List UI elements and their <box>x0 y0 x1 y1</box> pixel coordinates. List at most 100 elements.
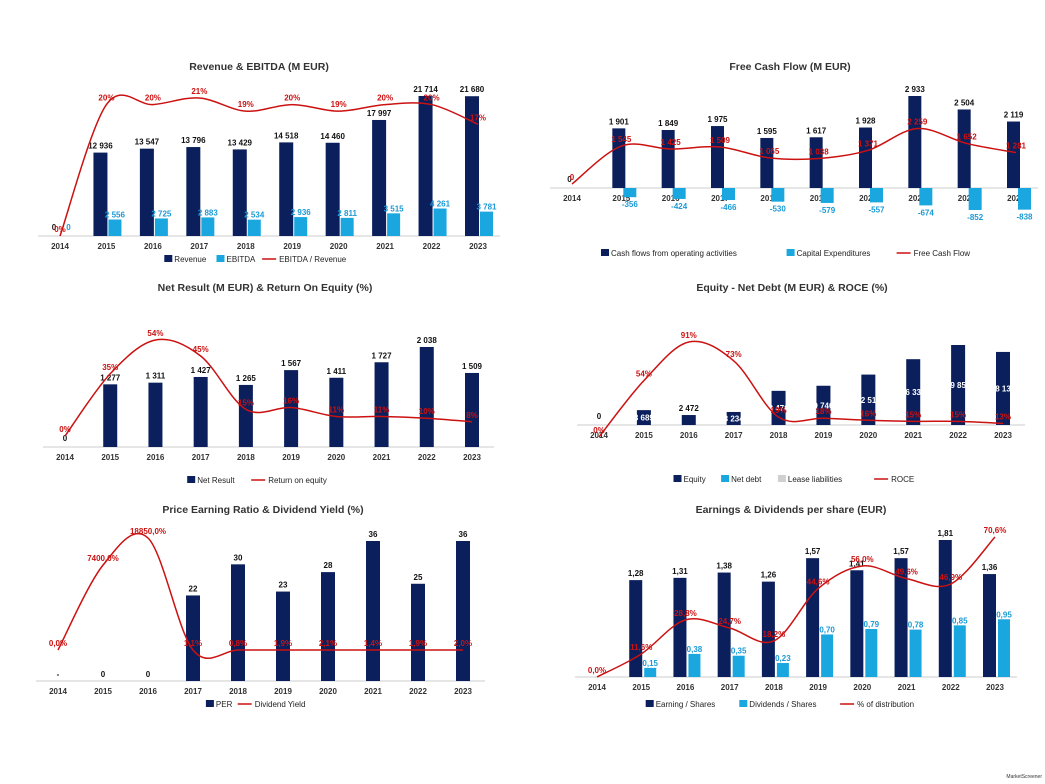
bar-earning-shares <box>673 577 687 677</box>
bar-cash-flows-from-operating-activities <box>859 127 872 188</box>
data-label: 2 119 <box>1004 111 1024 120</box>
bar-dividends-shares <box>732 655 745 677</box>
chart-title: Revenue & EBITDA (M EUR) <box>189 61 329 73</box>
x-tick-label: 2018 <box>229 687 247 696</box>
line-label: 15% <box>950 410 966 419</box>
legend-swatch <box>645 700 654 707</box>
data-label: 1 311 <box>146 372 166 381</box>
data-label: 1 727 <box>372 351 393 360</box>
chart-6: Earnings & Dividends per share (EUR) 2014… <box>575 504 1017 709</box>
data-label: 2 472 <box>679 404 700 413</box>
bar-net-result <box>465 372 479 447</box>
bar-net-result <box>193 376 208 447</box>
bar-equity <box>996 351 1010 425</box>
line-label: 44,6% <box>807 578 830 587</box>
bar-net-result <box>238 384 253 447</box>
data-label: -356 <box>622 200 639 209</box>
bar-capital-expenditures <box>1018 188 1031 210</box>
x-tick-label: 2015 <box>612 194 630 203</box>
chart-title: Free Cash Flow (M EUR) <box>729 61 850 73</box>
line-label: 24,7% <box>718 617 741 626</box>
bar-ebitda <box>108 219 122 236</box>
x-tick-label: 2020 <box>853 683 871 692</box>
x-tick-label: 2021 <box>898 683 916 692</box>
data-label: 9 740 <box>813 401 834 410</box>
line-label: 1 425 <box>661 138 682 147</box>
line-label: 56,0% <box>851 555 874 564</box>
bar-per <box>231 564 245 681</box>
bar-earning-shares <box>629 580 643 677</box>
legend-item: Revenue <box>164 255 207 264</box>
line-label: 18850,0% <box>130 527 166 536</box>
data-label: 2 933 <box>905 85 926 94</box>
bar-capital-expenditures <box>722 188 735 201</box>
data-label: 36 <box>369 530 378 539</box>
data-label: 0,79 <box>864 620 880 629</box>
legend-label: Dividend Yield <box>255 700 306 709</box>
data-label: 1 567 <box>281 359 302 368</box>
data-label: -557 <box>868 205 885 214</box>
bar-ebitda <box>154 218 168 236</box>
bar-earning-shares <box>983 574 996 677</box>
bar-capital-expenditures <box>672 188 686 199</box>
legend-label: Net Result <box>197 476 235 485</box>
x-tick-label: 2022 <box>423 242 441 251</box>
data-label: 1 928 <box>855 117 876 126</box>
line-label: 16% <box>860 409 876 418</box>
legend-swatch <box>786 249 795 256</box>
line-label: 1 371 <box>858 139 879 148</box>
data-label: 1,57 <box>805 547 821 556</box>
line-label: 0,8% <box>229 639 247 648</box>
x-tick-label: 2016 <box>677 683 695 692</box>
line-label: 2 259 <box>907 118 928 127</box>
line-label: 20% <box>377 94 393 103</box>
data-label: 13 429 <box>228 138 253 147</box>
data-label: 1,31 <box>672 567 688 576</box>
x-tick-label: 2021 <box>904 431 922 440</box>
data-label: 12 936 <box>88 142 113 151</box>
x-tick-label: 2023 <box>454 687 472 696</box>
x-tick-label: 2016 <box>139 687 157 696</box>
bar-net-result <box>329 377 344 447</box>
data-label: 1 901 <box>609 117 630 126</box>
x-tick-label: 2017 <box>190 242 208 251</box>
x-tick-label: 2021 <box>373 453 391 462</box>
line-label: 1,9% <box>274 639 292 648</box>
legend-swatch <box>216 255 225 262</box>
data-label: 22 <box>189 584 198 593</box>
line-label: 11% <box>374 405 390 414</box>
data-label: -852 <box>967 213 984 222</box>
data-label: 1,38 <box>716 562 732 571</box>
legend-item: % of distribution <box>840 700 914 709</box>
bar-cash-flows-from-operating-activities <box>809 137 823 188</box>
x-tick-label: 2017 <box>721 683 739 692</box>
x-tick-label: 2021 <box>908 194 926 203</box>
chart-title: Equity - Net Debt (M EUR) & ROCE (%) <box>696 282 887 294</box>
data-label: 25 <box>414 573 423 582</box>
bar-per <box>411 583 425 681</box>
x-tick-label: 2021 <box>376 242 394 251</box>
legend-item: Equity <box>673 475 706 484</box>
legend-label: Revenue <box>174 255 207 264</box>
data-label: 3 515 <box>384 204 405 213</box>
data-label: 36 <box>459 530 468 539</box>
chart-title: Earnings & Dividends per share (EUR) <box>696 504 887 516</box>
data-label: 17 997 <box>367 109 392 118</box>
x-tick-label: 2020 <box>859 431 877 440</box>
bar-earning-shares <box>850 570 864 677</box>
x-tick-label: 2016 <box>680 431 698 440</box>
data-label: 3 234 <box>724 414 745 423</box>
chart-4: Equity - Net Debt (M EUR) & ROCE (%)2014… <box>577 282 1025 484</box>
x-tick-label: 2014 <box>588 683 606 692</box>
line-label: 17% <box>470 113 486 122</box>
x-tick-label: 2019 <box>274 687 292 696</box>
bar-per <box>456 541 470 681</box>
legend-label: Free Cash Flow <box>914 249 971 258</box>
data-label: 0 <box>63 434 68 443</box>
line-label: 1,4% <box>364 639 382 648</box>
bar-ebitda <box>247 219 261 236</box>
legend-item: Return on equity <box>251 476 327 485</box>
x-tick-label: 2014 <box>563 194 581 203</box>
bar-revenue <box>279 142 294 236</box>
